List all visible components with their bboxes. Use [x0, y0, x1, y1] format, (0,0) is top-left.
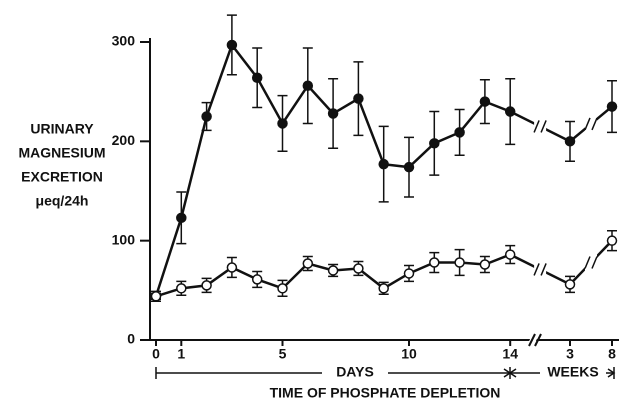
marker — [504, 106, 516, 117]
marker — [201, 280, 212, 291]
marker — [176, 212, 187, 224]
x-axis-label: TIME OF PHOSPHATE DEPLETION — [270, 385, 501, 401]
marker — [564, 279, 576, 290]
x-tick-label: 3 — [566, 346, 574, 362]
line-break — [534, 261, 547, 278]
y-axis-label: URINARY — [30, 121, 94, 137]
y-tick-label: 100 — [112, 231, 136, 247]
y-axis-label: MAGNESIUM — [18, 145, 105, 161]
marker — [504, 249, 516, 260]
line-break — [533, 120, 547, 133]
line-break — [585, 115, 597, 132]
marker — [403, 161, 415, 173]
x-tick-label: 0 — [152, 346, 160, 362]
x-tick-label: 1 — [177, 346, 185, 362]
marker — [327, 265, 339, 276]
marker — [479, 259, 491, 270]
line-break — [585, 254, 597, 271]
marker — [429, 257, 440, 268]
marker — [564, 136, 576, 147]
marker — [378, 283, 389, 294]
marker — [403, 268, 415, 279]
marker — [150, 291, 162, 302]
marker — [302, 80, 314, 91]
marker — [277, 283, 288, 294]
marker — [201, 111, 212, 122]
marker — [353, 263, 364, 274]
segment-label: WEEKS — [547, 364, 598, 380]
marker — [606, 101, 618, 112]
line-break — [534, 118, 547, 135]
line-break — [584, 256, 598, 269]
marker — [429, 138, 440, 149]
segment-label: DAYS — [336, 364, 374, 380]
marker — [251, 72, 263, 84]
x-tick-label: 8 — [608, 346, 616, 362]
marker — [302, 258, 314, 269]
y-tick-label: 200 — [112, 132, 136, 148]
y-axis-label: μeq/24h — [36, 193, 89, 209]
y-axis-label: EXCRETION — [21, 169, 103, 185]
marker — [277, 118, 288, 129]
timeline — [155, 365, 616, 381]
y-tick-label: 0 — [127, 331, 135, 347]
marker — [226, 262, 238, 273]
marker — [479, 96, 491, 107]
marker — [327, 108, 339, 119]
marker — [454, 257, 465, 268]
x-tick-label: 5 — [279, 346, 287, 362]
marker — [454, 127, 465, 138]
marker — [251, 274, 263, 285]
marker — [176, 283, 187, 294]
axis-break — [527, 332, 542, 348]
line-break — [533, 263, 547, 276]
marker — [378, 158, 389, 170]
x-tick-label: 10 — [401, 346, 417, 362]
marker — [353, 93, 364, 104]
marker — [226, 39, 238, 51]
marker — [606, 235, 618, 246]
line-break — [584, 117, 598, 131]
x-tick-label: 14 — [502, 346, 518, 362]
y-tick-label: 300 — [112, 33, 136, 49]
